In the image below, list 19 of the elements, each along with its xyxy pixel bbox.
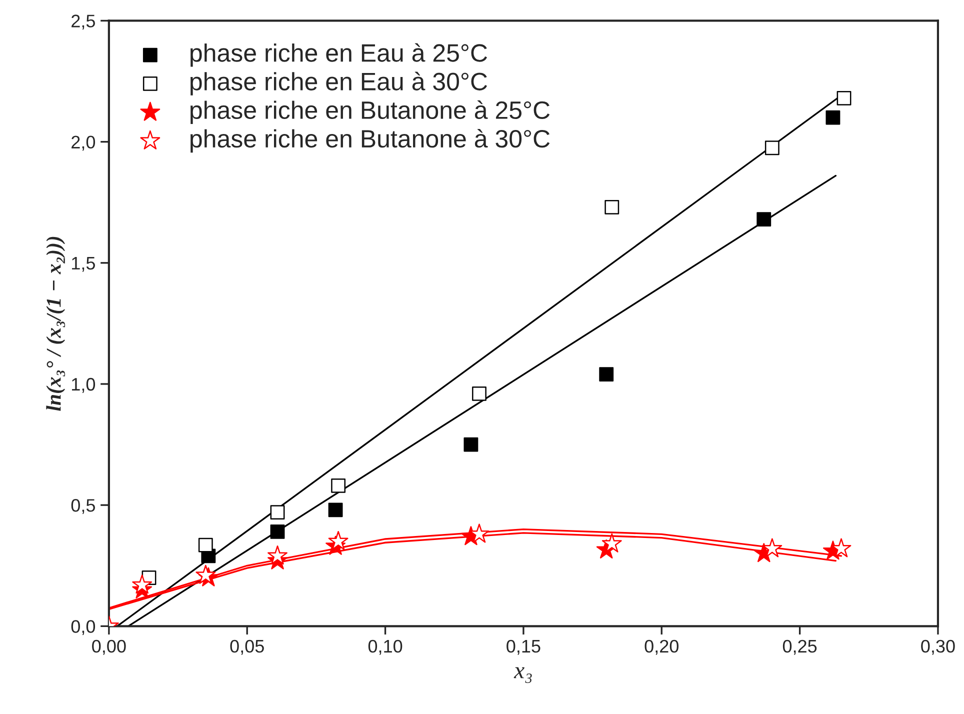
x-tick-label: 0,10 (368, 640, 402, 655)
legend-label: phase riche en Eau à 25°C (190, 43, 488, 67)
x-tick-label: 0,25 (782, 640, 817, 655)
y-tick-label: 0,0 (71, 620, 96, 636)
y-tick-label: 1,0 (72, 378, 96, 393)
x-tick-label: 0,00 (92, 640, 126, 655)
y-tick-label: 2,0 (72, 136, 96, 151)
legend-label: phase riche en Butanone à 25°C (190, 100, 550, 124)
legend-label: phase riche en Eau à 30°C (190, 72, 488, 96)
x-tick-label: 0,20 (644, 640, 678, 655)
x-tick-label: 0,15 (506, 640, 540, 655)
y-axis-title: ln(x₃° / (x₃/(1 − x₂))) (46, 236, 66, 411)
y-tick-label: 0,5 (71, 499, 95, 514)
x-tick-label: 0,05 (230, 640, 264, 655)
y-tick-label: 2,5 (72, 14, 95, 30)
x-axis-title: x₃ (514, 667, 532, 684)
x-tick-label: 0,30 (921, 640, 955, 655)
legend-label: phase riche en Butanone à 30°C (190, 129, 550, 153)
y-tick-label: 1,5 (72, 257, 95, 272)
